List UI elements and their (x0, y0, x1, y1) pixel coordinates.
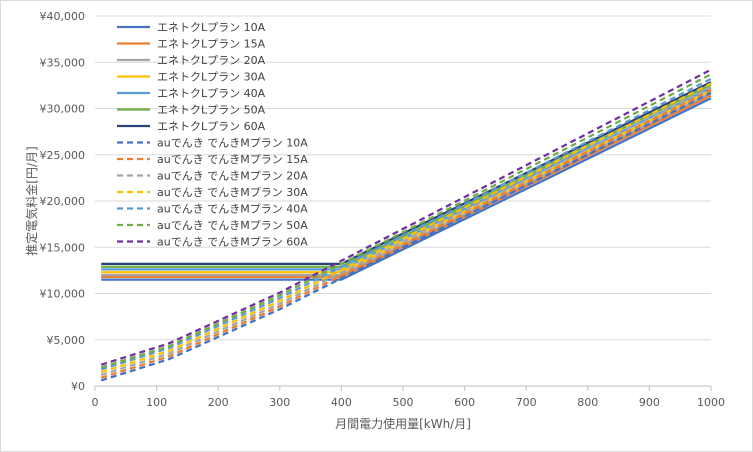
series-line-14 (100, 68, 712, 366)
legend-label: auでんき でんきMプラン 40A (157, 203, 308, 216)
legend-label: エネトクLプラン 20A (157, 54, 266, 67)
legend: エネトクLプラン 10A エネトクLプラン 15A エネトクLプラン 20A エネトク… (117, 21, 308, 249)
series-line-9 (100, 88, 712, 379)
y-axis-title: 推定電気料金[円/月] (24, 146, 39, 255)
x-tick-label: 300 (269, 396, 290, 409)
series-line-2 (101, 94, 712, 279)
y-tick-label: ¥10,000 (40, 288, 86, 301)
legend-label: auでんき でんきMプラン 60A (157, 236, 308, 249)
x-tick-label: 400 (331, 396, 352, 409)
y-tick-label: ¥40,000 (40, 10, 86, 23)
x-tick-label: 800 (577, 396, 598, 409)
series-lines (100, 68, 712, 382)
legend-label: エネトクLプラン 10A (157, 21, 266, 34)
legend-label: auでんき でんきMプラン 50A (157, 219, 308, 232)
legend-label: エネトクLプラン 60A (157, 120, 266, 133)
series-line-10 (100, 86, 712, 376)
x-tick-label: 600 (454, 396, 475, 409)
axes: ¥0 ¥5,000 ¥10,000 ¥15,000 ¥20,000 ¥25,000 ¥30,… (40, 10, 726, 409)
legend-label: エネトクLプラン 15A (157, 38, 266, 51)
series-line-8 (100, 91, 712, 382)
legend-label: auでんき でんきMプラン 15A (157, 153, 308, 166)
series-line-12 (100, 77, 712, 371)
y-tick-label: ¥30,000 (40, 103, 86, 116)
x-tick-label: 100 (146, 396, 167, 409)
x-tick-label: 700 (516, 396, 537, 409)
x-axis-title: 月間電力使用量[kWh/月] (335, 416, 471, 431)
legend-label: auでんき でんきMプラン 30A (157, 186, 308, 199)
series-line-13 (100, 73, 712, 369)
y-tick-label: ¥20,000 (40, 195, 86, 208)
legend-label: エネトクLプラン 30A (157, 71, 266, 84)
legend-label: エネトクLプラン 40A (157, 87, 266, 100)
y-tick-label: ¥0 (71, 380, 85, 393)
y-tick-label: ¥35,000 (40, 56, 86, 69)
x-tick-label: 1000 (697, 396, 725, 409)
x-tick-label: 500 (393, 396, 414, 409)
x-tick-label: 900 (639, 396, 660, 409)
series-line-1 (101, 97, 712, 281)
x-tick-label: 200 (208, 396, 229, 409)
y-tick-label: ¥25,000 (40, 149, 86, 162)
legend-label: auでんき でんきMプラン 10A (157, 137, 308, 150)
series-line-11 (100, 82, 712, 374)
legend-label: エネトクLプラン 50A (157, 104, 266, 117)
x-tick-label: 0 (92, 396, 99, 409)
legend-label: auでんき でんきMプラン 20A (157, 170, 308, 183)
y-tick-label: ¥15,000 (40, 241, 86, 254)
y-tick-label: ¥5,000 (47, 334, 86, 347)
